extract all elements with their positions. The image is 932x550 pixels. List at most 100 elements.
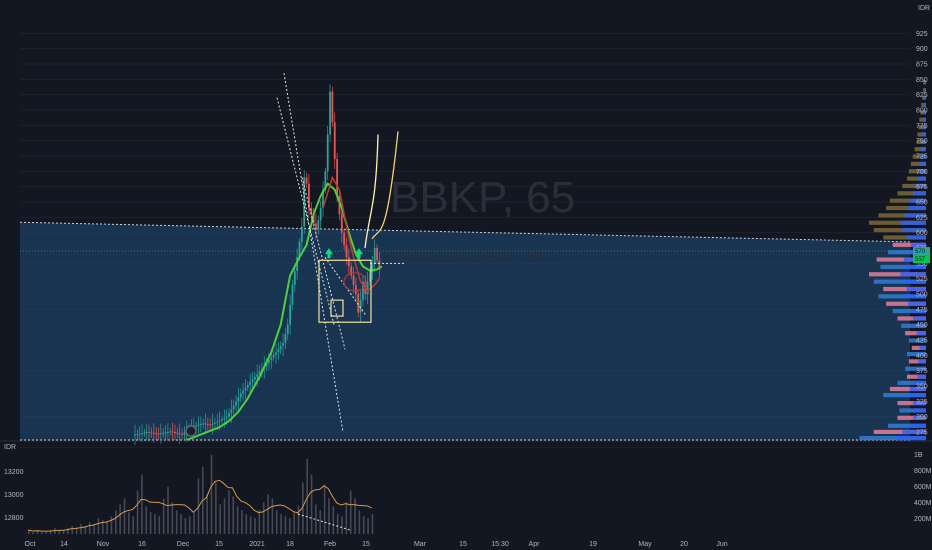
volume-bar [219, 504, 221, 534]
candle-body [167, 431, 169, 433]
volume-profile-bar [914, 408, 926, 413]
candle-body [171, 431, 174, 433]
volume-profile-bar [900, 272, 926, 277]
watermark-ticker: BBKP, 65 [390, 173, 575, 222]
volume-bar [354, 498, 356, 534]
volume-profile-bar [905, 331, 926, 336]
volume-profile-bar [886, 205, 926, 211]
volume-bar [258, 510, 261, 534]
candle-body [333, 122, 336, 160]
trend-line [276, 97, 335, 325]
candle-body [279, 346, 282, 350]
candle-body [272, 354, 275, 358]
volume-bar [184, 518, 187, 534]
volume-bar [306, 458, 308, 534]
time-axis[interactable]: Oct 14 Nov 16 Dec 15 2021 18 Feb 15 Mar 15 15:30 Apr 1… [25, 541, 728, 548]
volume-profile-bar [916, 331, 926, 336]
current-price-tag-label: 570 [915, 249, 926, 255]
event-marker-icon[interactable] [185, 425, 197, 437]
channel-upper-trendline [19, 221, 911, 243]
volume-profile-bar [912, 154, 926, 159]
volume-profile-bar [913, 380, 926, 385]
candle-body [300, 226, 303, 242]
candle-body [228, 413, 230, 417]
candle-body [298, 241, 301, 258]
candle-body [206, 423, 209, 425]
candle-body [256, 374, 259, 377]
volume-profile-bar [904, 213, 926, 218]
volume-bar [232, 496, 235, 534]
volume-profile-bar [908, 169, 926, 174]
volume-profile-bar [905, 264, 926, 270]
candle-body [174, 432, 176, 434]
candle-body [308, 183, 310, 209]
volume-bar [119, 504, 121, 534]
price-channel [20, 222, 910, 440]
volume-bar [136, 490, 139, 534]
volume-profile-bar [924, 95, 926, 100]
candle-body [169, 431, 172, 433]
volume-bar [280, 514, 282, 534]
candle-body [324, 171, 327, 190]
volume-bar [175, 510, 178, 534]
candle-body [303, 177, 306, 227]
price-axis-label: 925 [916, 31, 928, 38]
volume-bar [62, 530, 65, 534]
candle-body [270, 357, 273, 361]
candle-body [223, 417, 226, 420]
volume-profile-bar [911, 308, 926, 314]
volume-pane: 13200 13000 12800 IDR 1B 800M 600M 400M 200M [0, 440, 932, 534]
trend-line [283, 73, 344, 433]
candle-body [225, 416, 228, 418]
volume-bar [36, 530, 39, 534]
volume-bar [249, 516, 252, 534]
volume-bar [97, 518, 100, 534]
volume-axis-label: 600M [914, 484, 932, 491]
projection-path [364, 134, 379, 249]
current-price-tag [913, 255, 930, 264]
volume-profile-bar [919, 117, 926, 122]
volume-bar [88, 522, 91, 534]
volume-profile-bar [909, 386, 926, 392]
candle-body [322, 189, 324, 209]
volume-profile-bar [908, 359, 926, 364]
candle-body [284, 333, 287, 344]
current-price-tag [913, 247, 930, 256]
candle-body [211, 423, 214, 425]
watermark-name: BANK BUKOPIN TBK. [384, 247, 554, 266]
volume-profile-bar [897, 415, 926, 420]
index-axis-label: 13200 [4, 469, 24, 476]
price-axis-label: 300 [916, 414, 928, 421]
volume-bar [123, 498, 126, 534]
volume-bar [188, 516, 191, 534]
volume-bar [154, 514, 156, 534]
candle-body [289, 304, 291, 325]
index-axis-label: 12800 [4, 515, 24, 522]
volume-bar [362, 516, 365, 534]
price-axis-label: 450 [916, 322, 928, 329]
volume-profile-bar [878, 294, 926, 299]
candle-body [312, 214, 315, 224]
time-axis-label: Apr [529, 541, 541, 548]
candle-body [164, 432, 167, 434]
volume-bar [145, 506, 148, 534]
volume-bar [115, 510, 117, 534]
candle-body [242, 390, 244, 394]
candle-body [239, 393, 242, 398]
candle-body [145, 432, 148, 434]
price-axis-label: 900 [916, 46, 928, 53]
volume-bar [236, 506, 239, 534]
candle-body [305, 177, 308, 184]
volume-bar [349, 490, 352, 534]
price-axis-label: 550 [916, 261, 928, 268]
volume-average-line [27, 479, 372, 532]
volume-profile-bar [922, 95, 926, 100]
volume-profile-bar [924, 88, 926, 93]
volume-bar [193, 512, 195, 534]
volume-profile-bar [908, 301, 926, 306]
candle-body [277, 349, 280, 353]
volume-bar [319, 510, 322, 534]
candle-body [183, 432, 186, 435]
highlight-circle [343, 272, 367, 292]
